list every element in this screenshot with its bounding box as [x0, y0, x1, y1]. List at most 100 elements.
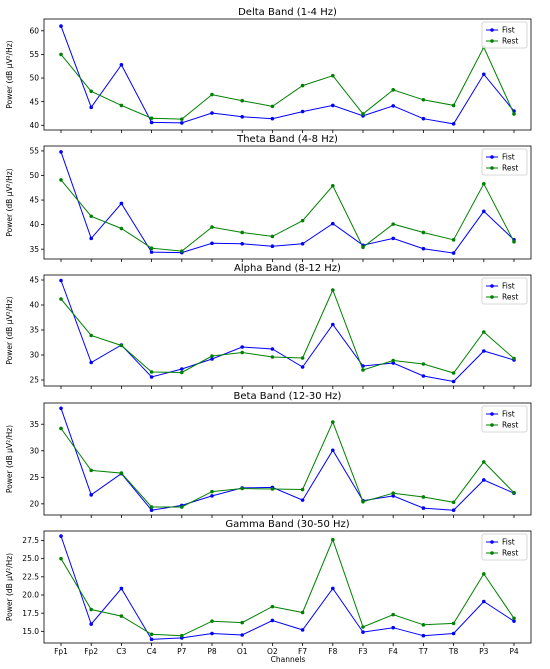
legend-marker-fist	[490, 155, 494, 159]
data-point-fist	[331, 103, 335, 108]
x-tick-label: P3	[479, 647, 489, 656]
legend-marker-fist	[490, 412, 494, 416]
x-tick-label: P7	[177, 647, 187, 656]
y-tick-label: 55	[29, 50, 39, 59]
data-point-rest	[300, 610, 305, 615]
data-point-fist	[180, 367, 184, 371]
data-point-rest	[331, 73, 335, 78]
chart-panel-5: Gamma Band (30-50 Hz) Power (dB μV²/Hz) 15…	[5, 519, 532, 656]
series-line-fist	[60, 280, 515, 383]
data-point-fist	[210, 631, 214, 636]
y-tick-label: 55	[29, 147, 39, 156]
data-point-rest	[300, 487, 305, 492]
data-point-rest	[391, 88, 396, 92]
data-point-rest	[482, 182, 486, 186]
series-line-rest	[60, 538, 515, 637]
data-point-fist	[59, 150, 63, 154]
y-tick-label: 45	[29, 97, 39, 106]
chart-panel-3: Alpha Band (8-12 Hz) Power (dB μV²/Hz) 25 3…	[5, 263, 532, 389]
data-point-fist	[59, 534, 63, 538]
data-point-rest	[59, 426, 63, 431]
data-point-rest	[119, 343, 124, 348]
legend-label-rest: Rest	[502, 37, 518, 46]
data-point-rest	[331, 537, 335, 542]
data-point-rest	[331, 288, 335, 292]
data-point-fist	[300, 365, 305, 369]
data-point-fist	[482, 72, 486, 77]
plot-frame	[43, 18, 532, 131]
data-point-rest	[361, 499, 365, 504]
chart-panel-4: Beta Band (12-30 Hz) Power (dB μV²/Hz) 20 2…	[5, 391, 532, 518]
data-point-rest	[451, 371, 456, 375]
data-point-fist	[482, 209, 486, 214]
x-tick-label: P8	[207, 647, 217, 656]
data-point-fist	[59, 406, 63, 411]
x-tick-label: C3	[116, 647, 126, 656]
data-point-rest	[300, 356, 305, 360]
data-point-fist	[89, 360, 93, 365]
data-point-rest	[89, 333, 93, 338]
data-point-fist	[451, 379, 456, 384]
data-point-fist	[451, 122, 456, 126]
series-line-rest	[60, 288, 515, 374]
data-point-rest	[300, 218, 305, 223]
data-point-rest	[240, 486, 244, 491]
data-point-rest	[451, 500, 456, 505]
y-tick-label: 50	[29, 171, 39, 180]
data-point-fist	[180, 121, 184, 125]
data-point-rest	[512, 616, 516, 621]
x-tick-label: F3	[358, 647, 367, 656]
data-point-fist	[391, 361, 396, 365]
y-tick-label: 25	[29, 473, 39, 482]
data-point-fist	[421, 506, 426, 510]
y-tick-label: 45	[29, 276, 39, 285]
data-point-fist	[300, 241, 305, 246]
data-point-rest	[149, 116, 154, 120]
y-tick-label: 22.5	[22, 572, 39, 581]
data-point-rest	[482, 460, 486, 464]
plot-frame	[43, 402, 532, 516]
data-point-rest	[149, 246, 154, 250]
data-point-rest	[391, 222, 396, 226]
data-point-rest	[421, 97, 426, 102]
y-axis-label: Power (dB μV²/Hz)	[5, 168, 14, 236]
data-point-rest	[361, 245, 365, 250]
data-point-rest	[512, 356, 516, 361]
data-point-rest	[361, 368, 365, 372]
legend-label-fist: Fist	[502, 26, 515, 35]
x-tick-label: P4	[509, 647, 519, 656]
data-point-rest	[482, 330, 486, 334]
chart-title: Gamma Band (30-50 Hz)	[225, 519, 349, 530]
data-point-rest	[240, 350, 244, 355]
y-tick-label: 20.0	[22, 591, 39, 600]
data-point-fist	[421, 246, 426, 251]
y-axis-label: Power (dB μV²/Hz)	[5, 296, 14, 364]
legend: Fist Rest	[481, 405, 528, 433]
data-point-fist	[421, 116, 426, 121]
data-point-rest	[210, 489, 214, 494]
data-point-fist	[149, 250, 154, 254]
y-tick-label: 60	[29, 26, 39, 35]
data-point-rest	[240, 620, 244, 625]
data-point-rest	[361, 625, 365, 629]
legend-marker-fist	[490, 284, 494, 288]
data-point-rest	[300, 83, 305, 88]
data-point-rest	[512, 240, 516, 244]
data-point-rest	[59, 297, 63, 301]
data-point-fist	[149, 375, 154, 379]
data-point-fist	[149, 120, 154, 125]
data-point-fist	[119, 586, 124, 591]
series-line-rest	[60, 46, 515, 120]
legend-marker-rest	[490, 551, 494, 555]
series-line-fist	[60, 151, 515, 254]
data-point-fist	[119, 201, 124, 206]
chart-title: Alpha Band (8-12 Hz)	[234, 263, 341, 274]
x-tick-label: Fp2	[84, 647, 98, 656]
x-tick-label: O1	[237, 647, 248, 656]
data-point-rest	[270, 487, 275, 491]
legend-marker-rest	[490, 166, 494, 170]
data-point-fist	[240, 345, 244, 349]
y-tick-label: 27.5	[22, 536, 39, 545]
data-point-fist	[331, 221, 335, 226]
data-point-fist	[59, 278, 63, 283]
